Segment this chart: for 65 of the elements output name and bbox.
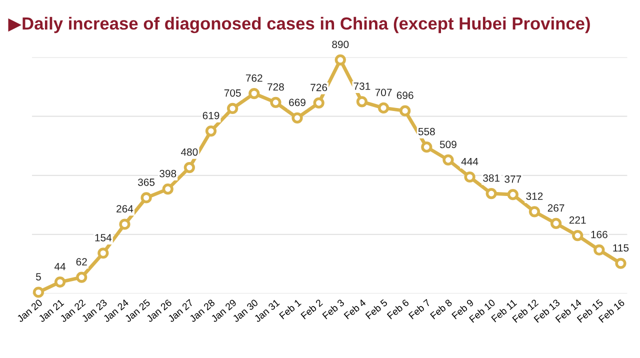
data-label: 264 — [116, 205, 134, 212]
point — [572, 230, 584, 242]
point — [184, 162, 195, 174]
point — [205, 125, 217, 137]
data-label: 115 — [613, 244, 629, 252]
point — [313, 97, 324, 109]
point — [615, 258, 626, 269]
data-label: 5 — [36, 273, 41, 280]
data-label: 762 — [246, 74, 262, 82]
data-label: 381 — [483, 174, 500, 182]
point — [270, 96, 282, 108]
point — [594, 244, 605, 256]
data-label: 312 — [526, 192, 543, 200]
point — [464, 171, 476, 183]
data-label: 365 — [138, 178, 155, 186]
data-label: 398 — [160, 170, 176, 178]
point — [227, 102, 238, 114]
data-label: 154 — [95, 234, 112, 242]
data-label: 890 — [332, 40, 349, 48]
data-label: 62 — [76, 258, 87, 266]
point — [98, 248, 109, 259]
data-label: 696 — [396, 92, 414, 100]
point — [421, 142, 432, 153]
x-tick-label: Feb 1 — [278, 298, 302, 320]
point — [507, 189, 518, 200]
point — [442, 154, 454, 166]
data-label: 731 — [354, 82, 370, 90]
data-label: 619 — [202, 112, 220, 120]
point — [162, 184, 174, 195]
point — [356, 96, 368, 108]
data-label: 707 — [375, 88, 392, 96]
data-label: 509 — [440, 140, 456, 148]
data-label: 221 — [569, 216, 586, 224]
data-label: 44 — [54, 262, 66, 270]
x-tick-label: Feb 5 — [365, 298, 388, 320]
x-tick-label: Feb 3 — [322, 298, 345, 320]
point — [119, 218, 130, 230]
data-label: 166 — [591, 230, 608, 238]
point — [378, 102, 390, 114]
x-tick-label: Feb 7 — [408, 298, 431, 320]
data-label: 267 — [548, 204, 564, 212]
data-label: 444 — [461, 158, 478, 166]
point — [54, 276, 66, 288]
point — [140, 192, 152, 204]
data-label: 705 — [224, 89, 241, 97]
data-label: 377 — [504, 175, 522, 183]
x-tick-label: Feb 6 — [386, 298, 410, 320]
point — [76, 272, 88, 283]
data-label: 726 — [310, 84, 328, 92]
data-label: 728 — [268, 83, 284, 91]
data-label: 669 — [289, 98, 306, 106]
point — [334, 54, 346, 66]
point — [528, 206, 540, 218]
data-label: 558 — [418, 128, 435, 136]
chart-title: ▶Daily increase of diagonosed cases in China (except Hubei Province) — [8, 16, 590, 34]
point — [486, 188, 497, 200]
x-tick-label: Feb 4 — [344, 298, 366, 320]
point — [248, 88, 260, 100]
x-tick-label: Feb 2 — [300, 298, 324, 320]
point — [32, 286, 44, 298]
x-tick-label: Feb 8 — [430, 298, 452, 320]
point — [292, 112, 303, 124]
data-label: 480 — [180, 148, 198, 156]
point — [400, 105, 411, 116]
point — [550, 218, 562, 230]
